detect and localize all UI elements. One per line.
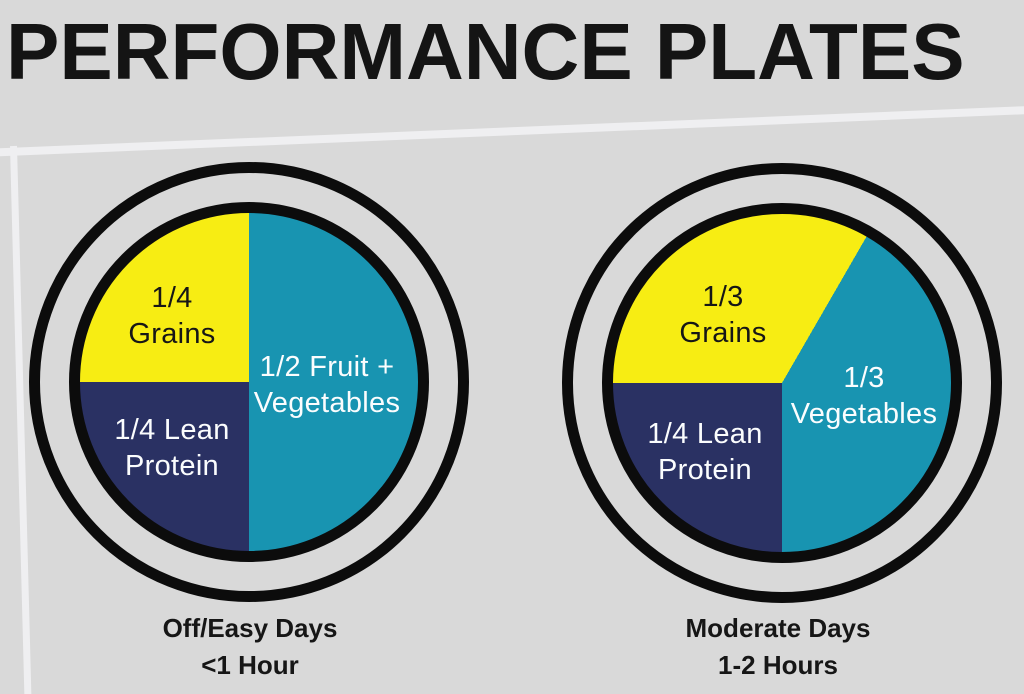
slice-label-line: 1/3 — [702, 281, 744, 313]
slice-label-grains: 1/4 Grains — [72, 280, 272, 352]
plate-outer-ring — [562, 163, 1002, 603]
caption-off-easy-days: Off/Easy Days <1 Hour — [80, 610, 420, 684]
slice-label-line: Protein — [125, 450, 219, 482]
caption-subtitle: 1-2 Hours — [718, 650, 838, 680]
plate-moderate-days: 1/3 Grains 1/4 Lean Protein 1/3 Vegetabl… — [562, 163, 1002, 603]
slice-label-line: 1/4 — [151, 282, 193, 314]
diagonal-divider-line — [0, 105, 1024, 157]
plate-off-easy-days: 1/4 Grains 1/4 Lean Protein 1/2 Fruit + … — [29, 162, 469, 602]
slice-label-line: 1/4 Lean — [114, 414, 230, 446]
slice-label-line: 1/4 Lean — [647, 418, 763, 450]
caption-title: Moderate Days — [685, 613, 871, 643]
slice-label-line: 1/3 — [843, 362, 885, 394]
caption-title: Off/Easy Days — [162, 613, 338, 643]
slice-label-fruit-vegetables: 1/2 Fruit + Vegetables — [217, 349, 437, 421]
plate-outer-ring — [29, 162, 469, 602]
slice-label-line: 1/2 Fruit + — [259, 351, 395, 383]
slice-label-vegetables: 1/3 Vegetables — [749, 360, 979, 432]
page-title: PERFORMANCE PLATES — [6, 7, 965, 96]
slice-label-line: Vegetables — [253, 387, 401, 419]
caption-subtitle: <1 Hour — [201, 650, 299, 680]
slice-label-line: Grains — [679, 317, 767, 349]
slice-label-lean-protein: 1/4 Lean Protein — [62, 412, 282, 484]
slice-label-line: Protein — [658, 454, 752, 486]
slice-label-line: Vegetables — [790, 398, 938, 430]
caption-moderate-days: Moderate Days 1-2 Hours — [608, 610, 948, 684]
slice-label-grains: 1/3 Grains — [613, 279, 833, 351]
slice-label-lean-protein: 1/4 Lean Protein — [595, 416, 815, 488]
pie-chart-moderate-days — [602, 203, 962, 563]
slice-label-line: Grains — [128, 318, 216, 350]
pie-chart-off-easy-days — [69, 202, 429, 562]
